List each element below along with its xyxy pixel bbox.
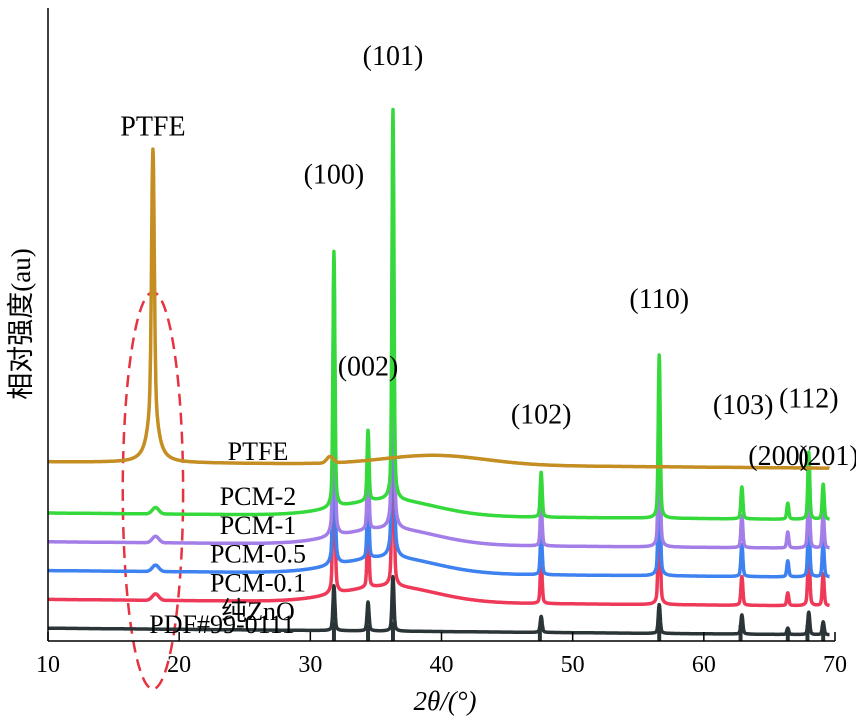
- x-tick-label: 10: [36, 652, 60, 678]
- peak-annotation: (101): [363, 41, 424, 72]
- peak-annotation: (201): [798, 441, 856, 472]
- series-label: PCM-0.1: [210, 568, 306, 597]
- x-tick-label: 40: [430, 652, 454, 678]
- x-tick-label: 60: [692, 652, 716, 678]
- x-tick-label: 20: [167, 652, 191, 678]
- x-axis-label: 2θ/(°): [413, 686, 476, 716]
- peak-annotation: (002): [338, 351, 399, 382]
- x-tick-label: 50: [561, 652, 585, 678]
- peak-annotation: (102): [511, 399, 572, 430]
- peak-annotation: (103): [713, 390, 774, 421]
- series-line-ptfe: [46, 147, 831, 470]
- series-line-pcm-0-1: [46, 360, 831, 608]
- peak-annotation: (200): [748, 441, 809, 472]
- series-label: PTFE: [228, 437, 289, 466]
- peak-annotation: (110): [629, 284, 689, 315]
- series-label: PCM-2: [220, 482, 297, 511]
- series-line-pcm-2: [46, 107, 831, 521]
- x-tick-label: 30: [298, 652, 322, 678]
- x-tick-label: 70: [823, 652, 847, 678]
- series-line-zno: [46, 574, 831, 637]
- y-axis-label: 相对强度(au): [6, 248, 36, 399]
- peak-annotation: (100): [304, 159, 365, 190]
- series-label: 纯ZnO: [221, 597, 295, 626]
- series-line-pcm-1: [46, 142, 831, 550]
- series-label: PCM-0.5: [210, 540, 306, 569]
- series-label: PCM-1: [220, 511, 297, 540]
- series-line-pcm-0-5: [46, 178, 831, 579]
- peak-annotation: PTFE: [120, 111, 185, 142]
- reference-label: PDF#99-0111: [149, 610, 294, 639]
- peak-annotation: (112): [779, 383, 839, 414]
